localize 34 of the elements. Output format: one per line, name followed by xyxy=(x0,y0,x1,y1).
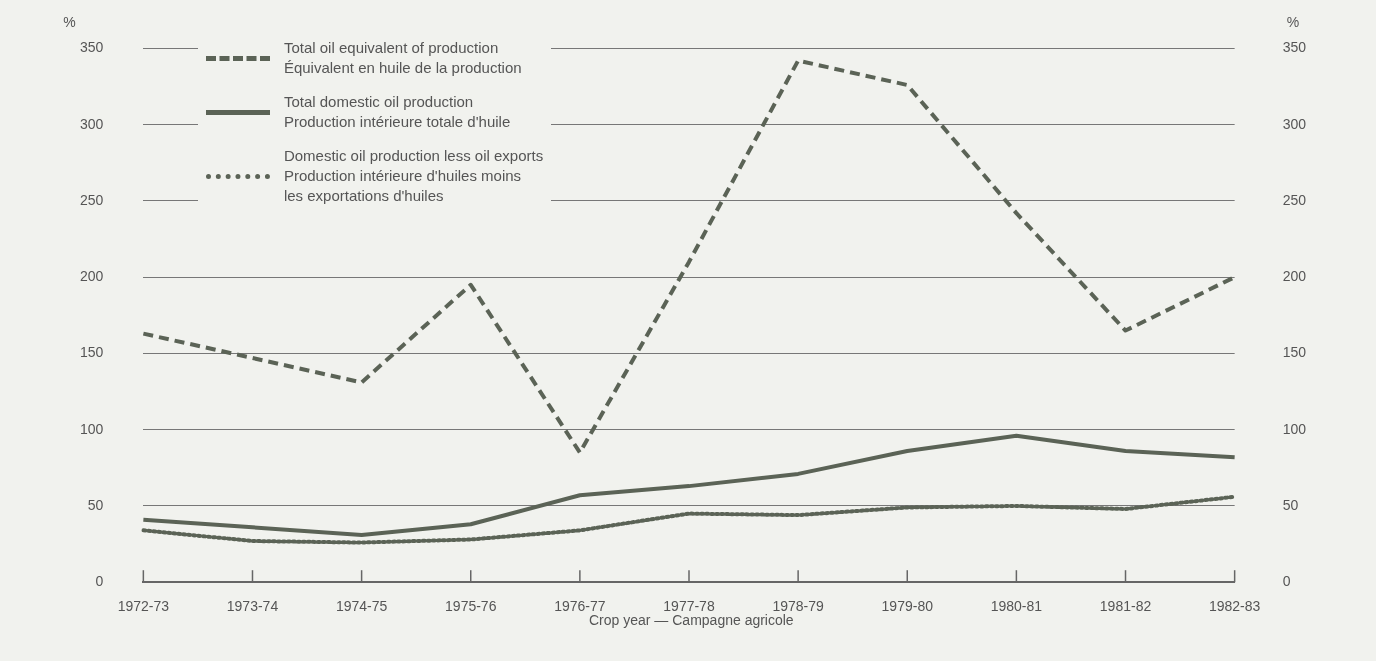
legend-label: Total domestic oil production Production intérieure totale d'huile xyxy=(283,92,511,133)
y-tick-label: 100 xyxy=(80,420,104,437)
y2-axis-title: % xyxy=(1286,14,1300,31)
x-tick-label: 1976-77 xyxy=(554,598,606,615)
y2-tick-label: 200 xyxy=(1282,268,1307,285)
x-tick-label: 1977-78 xyxy=(663,598,715,615)
legend-label: Total oil equivalent of production Équivalent en huile de la production xyxy=(283,38,522,79)
y-axis-title: % xyxy=(63,14,76,31)
x-axis-title: Crop year — Campagne agricole xyxy=(589,612,794,629)
y2-tick-label: 300 xyxy=(1282,115,1307,132)
x-tick-label: 1974-75 xyxy=(335,598,388,615)
y2-tick-label: 350 xyxy=(1282,39,1307,56)
y-tick-label: 250 xyxy=(80,191,104,208)
x-tick-label: 1972-73 xyxy=(117,598,170,615)
y2-tick-label: 100 xyxy=(1282,420,1307,437)
x-tick-label: 1980-81 xyxy=(990,598,1043,615)
y-tick-label: 300 xyxy=(80,115,104,132)
x-tick-label: 1973-74 xyxy=(226,598,279,615)
legend-label: Domestic oil production less oil exports Production intérieure d'huiles moins les exportations d'huiles xyxy=(283,146,544,207)
y2-tick-label: 50 xyxy=(1282,496,1299,513)
y-tick-label: 350 xyxy=(80,39,104,56)
y2-tick-label: 0 xyxy=(1282,573,1291,590)
x-tick-label: 1981-82 xyxy=(1099,598,1152,615)
y-tick-label: 200 xyxy=(80,268,104,285)
y2-tick-label: 150 xyxy=(1282,344,1307,361)
line-series xyxy=(141,494,1237,545)
y2-tick-label: 250 xyxy=(1282,191,1307,208)
x-tick-label: 1978-79 xyxy=(772,598,825,615)
y-tick-label: 150 xyxy=(80,344,104,361)
y-tick-label: 50 xyxy=(87,496,104,513)
y-tick-label: 0 xyxy=(95,573,104,590)
x-tick-label: 1982-83 xyxy=(1208,598,1261,615)
x-tick-label: 1979-80 xyxy=(881,598,934,615)
x-tick-label: 1975-76 xyxy=(445,598,497,615)
